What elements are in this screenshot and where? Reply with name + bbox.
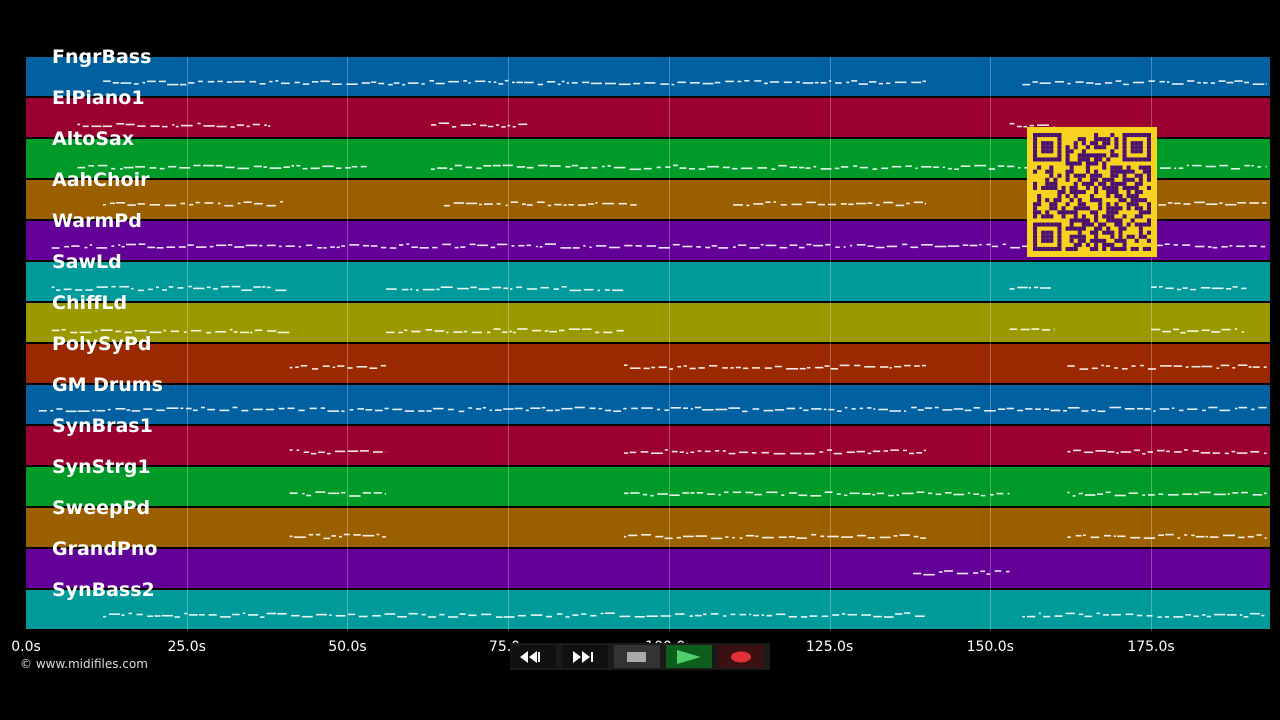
time-tick-label: 25.0s (167, 639, 206, 655)
track-name-label: FngrBass (52, 46, 152, 68)
time-tick-label: 125.0s (805, 639, 854, 655)
track-name-label: ElPiano1 (52, 87, 145, 109)
track-name-label: SweepPd (52, 497, 151, 519)
time-tick-label: 0.0s (11, 639, 41, 655)
record-button[interactable] (718, 645, 764, 668)
track-name-label: SynStrg1 (52, 456, 151, 478)
stop-button[interactable] (614, 645, 660, 668)
time-gridline (508, 57, 510, 631)
track-name-label: PolySyPd (52, 333, 152, 355)
time-gridline (1151, 57, 1152, 631)
track-notes (289, 491, 1267, 497)
rewind-icon (520, 650, 540, 663)
track-name-label: GrandPno (52, 538, 158, 560)
track-notes (51, 285, 1247, 292)
track-name-label: SynBass2 (52, 579, 155, 601)
track-notes (103, 612, 1265, 618)
track-lane[interactable] (26, 549, 1270, 588)
time-tick-label: 50.0s (328, 639, 367, 655)
track-lane[interactable] (26, 467, 1270, 506)
track-notes (913, 570, 1010, 576)
track-name-label: SawLd (52, 251, 122, 273)
fast-forward-icon (573, 650, 593, 663)
rewind-button[interactable] (510, 645, 556, 668)
track-name-label: AahChoir (52, 169, 150, 191)
track-lane[interactable] (26, 262, 1270, 301)
time-tick-label: 150.0s (966, 639, 1014, 655)
track-lane[interactable] (26, 385, 1270, 424)
track-lane[interactable] (26, 426, 1270, 465)
track-lane[interactable] (26, 57, 1270, 96)
track-notes (51, 328, 1248, 334)
play-button[interactable] (666, 645, 712, 668)
track-name-label: SynBras1 (52, 415, 153, 437)
time-gridline (829, 57, 831, 631)
track-notes (103, 79, 1267, 86)
stop-icon (627, 651, 646, 662)
time-gridline (347, 57, 349, 631)
fast-forward-button[interactable] (562, 645, 608, 668)
track-notes (289, 449, 1267, 455)
track-name-label: ChiffLd (52, 292, 128, 314)
time-gridline (990, 57, 992, 631)
track-notes (38, 406, 1267, 413)
track-lane[interactable] (26, 508, 1270, 547)
track-name-label: WarmPd (52, 210, 142, 232)
time-gridline (186, 57, 188, 631)
track-name-label: AltoSax (52, 128, 135, 150)
track-notes (77, 122, 1055, 128)
play-icon (677, 649, 701, 664)
track-lane[interactable] (26, 590, 1270, 629)
transport-controls (510, 643, 770, 670)
qr-code-icon[interactable] (1027, 127, 1157, 257)
track-notes (289, 364, 1267, 370)
track-name-label: GM Drums (52, 374, 163, 396)
track-lane[interactable] (26, 344, 1270, 383)
track-lane[interactable] (26, 303, 1270, 342)
record-icon (731, 651, 751, 662)
time-tick-label: 175.0s (1127, 639, 1175, 655)
time-gridline (668, 57, 670, 631)
track-notes (289, 533, 1267, 540)
credit-text: © www.midifiles.com (20, 657, 148, 671)
